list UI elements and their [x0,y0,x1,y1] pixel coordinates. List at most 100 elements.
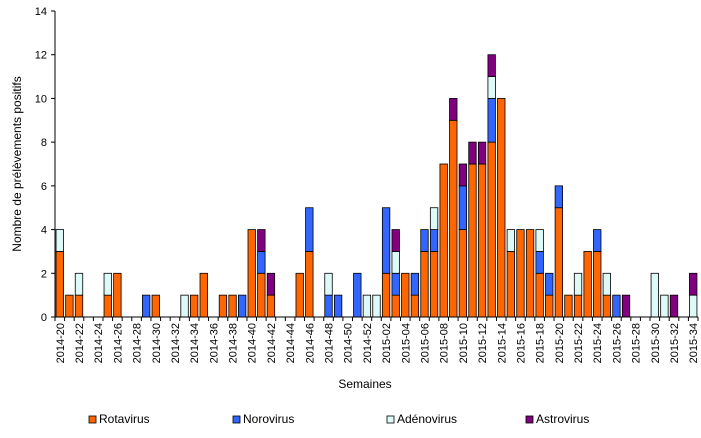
bar-segment-rotavirus [554,207,563,318]
bar-segment-norovirus [333,294,343,318]
bar-segment-ad-novirus [324,272,333,296]
bar-segment-norovirus [535,251,544,274]
x-tick-label: 2015-14 [496,323,508,363]
bar-segment-norovirus [324,294,333,318]
bar-segment-ad-novirus [429,207,439,230]
bar-segment-rotavirus [391,294,400,318]
x-tick-label: 2015-32 [669,323,681,363]
bar-segment-norovirus [420,229,429,252]
x-tick-label: 2014-20 [55,323,67,363]
x-tick-label: 2014-38 [228,323,240,363]
bar-segment-astrovirus [449,98,458,121]
bar-segment-rotavirus [439,163,448,318]
x-tick-label: 2015-34 [688,323,700,363]
x-tick-label: 2015-24 [592,323,604,363]
bar-segment-ad-novirus [573,272,583,296]
legend-label: Norovirus [243,412,294,426]
x-tick-label: 2014-36 [208,323,220,363]
bar-segment-rotavirus [497,98,506,318]
bar-segment-rotavirus [564,294,573,318]
x-tick-label: 2015-02 [381,323,393,363]
bar-segment-rotavirus [190,294,199,318]
bar-segment-astrovirus [621,294,631,318]
bar-segment-rotavirus [583,251,592,318]
bar-segment-norovirus [458,185,468,230]
bar-segment-ad-novirus [180,294,189,318]
bar-segment-norovirus [353,272,362,318]
legend: Rotavirus Norovirus Adénovirus Astrovirus [88,412,589,426]
bar-segment-ad-novirus [689,294,698,318]
bar-segment-rotavirus [305,251,314,318]
y-tick-label: 14 [35,6,47,18]
bar-segment-norovirus [237,294,247,318]
y-tick-label: 8 [41,137,47,149]
bar-segment-norovirus [554,185,563,209]
bar-segment-astrovirus [458,163,468,187]
x-tick-label: 2014-22 [74,323,86,363]
bar-segment-rotavirus [593,251,602,318]
x-tick-label: 2014-40 [247,323,259,363]
bar-segment-rotavirus [573,294,583,318]
bar-segment-rotavirus [468,163,477,318]
bar-segment-norovirus [257,251,266,274]
x-tick-label: 2015-16 [515,323,527,363]
legend-label: Astrovirus [536,412,589,426]
bar-segment-ad-novirus [650,272,659,318]
x-tick-label: 2015-28 [631,323,643,363]
bar-segment-rotavirus [545,294,554,318]
y-axis-title: Nombre de prélèvements positifs [10,76,24,251]
bar-segment-rotavirus [199,272,208,318]
bar-segment-rotavirus [420,251,429,318]
bar-segment-rotavirus [487,141,496,318]
bar-segment-astrovirus [487,54,496,77]
bar-segment-astrovirus [257,229,266,252]
x-tick-label: 2015-22 [573,323,585,363]
bar-segment-rotavirus [429,251,439,318]
bar-segment-rotavirus [295,272,304,318]
bar-segment-ad-novirus [602,272,611,296]
bar-segment-rotavirus [247,229,256,318]
x-tick-label: 2015-26 [611,323,623,363]
legend-swatch [525,415,534,424]
x-tick-label: 2014-50 [343,323,355,363]
x-tick-label: 2015-06 [419,323,431,363]
y-tick-label: 0 [41,312,47,324]
bar-segment-norovirus [429,229,439,252]
bar-segment-astrovirus [468,141,477,165]
x-tick-label: 2014-42 [266,323,278,363]
bar-segment-rotavirus [103,294,112,318]
bar-segment-astrovirus [669,294,679,318]
bar-segment-ad-novirus [55,229,64,252]
bar-segment-norovirus [612,294,621,318]
bar-segment-ad-novirus [362,294,372,318]
legend-swatch [386,415,395,424]
bar-segment-norovirus [410,272,420,296]
bar-segment-rotavirus [458,229,468,318]
bar-segment-rotavirus [602,294,611,318]
bar-segment-rotavirus [228,294,237,318]
bar-segment-astrovirus [391,229,400,252]
x-tick-label: 2014-44 [285,323,297,363]
x-tick-label: 2014-28 [132,323,144,363]
bar-segment-norovirus [142,294,151,318]
x-tick-label: 2015-10 [458,323,470,363]
bar-segment-ad-novirus [103,272,112,296]
y-tick-label: 10 [35,93,47,105]
bar-segment-rotavirus [516,229,525,318]
x-tick-label: 2015-20 [554,323,566,363]
bar-segment-rotavirus [410,294,420,318]
legend-label: Rotavirus [99,412,150,426]
bar-segment-norovirus [487,98,496,143]
legend-swatch [232,415,241,424]
x-axis-title: Semaines [338,377,391,391]
axes [54,11,698,318]
x-tick-label: 2015-04 [400,323,412,363]
bar-segment-norovirus [305,207,314,252]
bar-segment-rotavirus [113,272,122,318]
x-tick-label: 2015-12 [477,323,489,363]
bar-segment-rotavirus [381,272,391,318]
x-tick-label: 2014-32 [170,323,182,363]
bars [55,54,698,318]
bar-segment-ad-novirus [487,76,496,99]
bar-segment-astrovirus [689,272,698,296]
